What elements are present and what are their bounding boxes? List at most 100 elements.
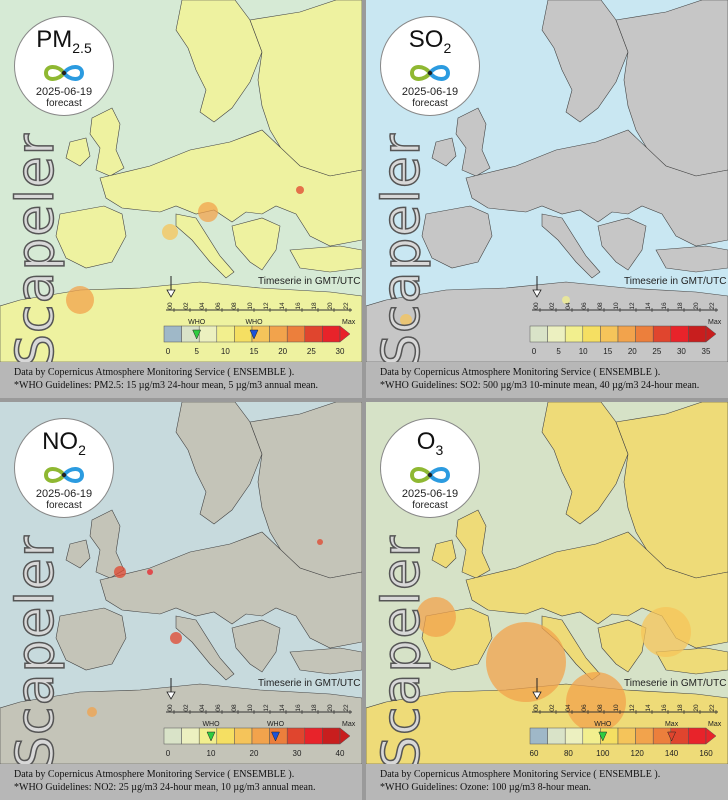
legend-swatch xyxy=(163,727,182,745)
legend-max-arrow xyxy=(705,325,717,343)
scapeler-watermark: Scapeler xyxy=(5,534,67,770)
timeline-hour-label: 02 xyxy=(549,302,556,310)
legend-swatch xyxy=(635,325,654,343)
legend-swatch xyxy=(322,325,341,343)
europe-map xyxy=(366,0,728,362)
legend-swatch xyxy=(547,325,566,343)
timeline-hour-label: 04 xyxy=(199,704,206,712)
legend-value-label: 20 xyxy=(250,749,259,758)
scapeler-watermark: Scapeler xyxy=(371,132,433,368)
legend-value-label: 160 xyxy=(699,749,713,758)
timeline-axis: 00 02 04 06 08 10 12 14 16 18 20 22 xyxy=(532,704,718,714)
who-marker-label: WHO xyxy=(594,721,612,728)
who-marker-label: WHO xyxy=(267,721,285,728)
timeline-hour-label: 16 xyxy=(661,302,668,310)
concentration-hotspot-0 xyxy=(400,314,412,326)
forecast-date: 2025-06-19 xyxy=(35,85,93,98)
timeline-hour-label: 22 xyxy=(709,302,716,310)
legend-swatch xyxy=(269,727,288,745)
legend-swatch xyxy=(600,325,619,343)
caption-source-line: Data by Copernicus Atmosphere Monitoring… xyxy=(380,367,661,378)
legend-swatch xyxy=(181,727,200,745)
timeline-hour-label: 18 xyxy=(311,704,318,712)
legend-swatch xyxy=(635,727,654,745)
timeline-hour-label: 06 xyxy=(581,704,588,712)
legend-swatch xyxy=(547,727,566,745)
timeline-hour-label: 12 xyxy=(629,302,636,310)
map-panel-o3: Scapeler O3 2025-06-19 forecast Timeserie in… xyxy=(366,402,728,800)
legend-value-label: 25 xyxy=(652,347,661,356)
forecast-badge: PM2.5 2025-06-19 forecast xyxy=(14,16,114,116)
who-marker-label: WHO xyxy=(202,721,220,728)
timeline-hour-label: 10 xyxy=(247,302,254,310)
legend-swatch xyxy=(688,727,707,745)
forecast-label: forecast xyxy=(46,499,82,511)
timeline-hour-label: 02 xyxy=(549,704,556,712)
color-scale-legend: Max 0 5 10 15 20 25 30 35 xyxy=(529,319,722,356)
legend-value-label: 15 xyxy=(603,347,612,356)
legend-max-label: Max xyxy=(342,721,356,728)
legend-value-label: 25 xyxy=(307,347,316,356)
concentration-hotspot-4 xyxy=(87,707,97,717)
timeline-hour-label: 08 xyxy=(597,302,604,310)
pollutant-title: NO2 xyxy=(15,429,113,463)
pollutant-subscript: 2 xyxy=(78,441,86,458)
timeline-hour-label: 06 xyxy=(215,704,222,712)
land-region-2 xyxy=(455,509,491,579)
concentration-hotspot-0 xyxy=(486,622,566,702)
concentration-hotspot-3 xyxy=(641,607,691,657)
concentration-hotspot-2 xyxy=(66,286,94,314)
legend-swatch xyxy=(234,727,253,745)
timeline-hour-label: 14 xyxy=(645,302,652,310)
caption-source-line: Data by Copernicus Atmosphere Monitoring… xyxy=(380,769,661,780)
timezone-label: Timeserie in GMT/UTC xyxy=(258,276,361,287)
caption-source-line: Data by Copernicus Atmosphere Monitoring… xyxy=(14,367,295,378)
color-scale-legend: Max 60 80 100 120 140 160 WHO Max xyxy=(530,721,722,758)
forecast-date: 2025-06-19 xyxy=(401,85,459,98)
legend-max-arrow xyxy=(339,727,351,745)
land-region-4 xyxy=(465,129,728,247)
timeline-hour-label: 14 xyxy=(645,704,652,712)
pollutant-symbol: NO xyxy=(42,428,79,455)
timeline-hour-label: 04 xyxy=(565,704,572,712)
timezone-label: Timeserie in GMT/UTC xyxy=(624,678,727,689)
timeline-hour-label: 18 xyxy=(677,302,684,310)
land-region-7 xyxy=(597,217,647,271)
timeline-hour-label: 04 xyxy=(565,302,572,310)
land-region-2 xyxy=(89,107,125,177)
data-source-caption: Data by Copernicus Atmosphere Monitoring… xyxy=(366,764,728,800)
legend-swatch xyxy=(304,325,323,343)
forecast-label: forecast xyxy=(46,97,82,109)
legend-value-label: 15 xyxy=(250,347,259,356)
time-cursor-icon xyxy=(532,276,542,298)
timeline-hour-label: 06 xyxy=(215,302,222,310)
legend-swatch xyxy=(564,325,584,343)
legend-value-label: 5 xyxy=(194,347,199,356)
timeline-hour-label: 16 xyxy=(295,302,302,310)
time-cursor-icon xyxy=(166,678,176,700)
legend-swatch xyxy=(286,727,306,745)
concentration-hotspot-1 xyxy=(416,597,456,637)
data-source-caption: Data by Copernicus Atmosphere Monitoring… xyxy=(0,764,362,800)
timeline-hour-label: 00 xyxy=(167,704,174,712)
who-marker-triangle xyxy=(598,731,608,742)
pollutant-title: O3 xyxy=(381,429,479,463)
pollutant-title: SO2 xyxy=(381,27,479,61)
legend-swatch xyxy=(304,727,323,745)
concentration-hotspot-0 xyxy=(198,202,218,222)
legend-swatch xyxy=(582,727,601,745)
legend-swatch xyxy=(251,727,270,745)
time-cursor-arrow xyxy=(532,691,542,700)
legend-value-label: 0 xyxy=(532,347,537,356)
time-cursor-arrow xyxy=(166,691,176,700)
who-marker-triangle xyxy=(271,731,280,742)
concentration-hotspot-1 xyxy=(562,296,570,304)
timeline-hour-label: 10 xyxy=(613,302,620,310)
land-region-2 xyxy=(455,107,491,177)
legend-max-arrow xyxy=(705,727,717,745)
forecast-badge: O3 2025-06-19 forecast xyxy=(380,418,480,518)
timeline-hour-label: 06 xyxy=(581,302,588,310)
legend-value-label: 30 xyxy=(336,347,345,356)
timeline-hour-label: 00 xyxy=(533,704,540,712)
legend-swatch xyxy=(163,325,182,343)
